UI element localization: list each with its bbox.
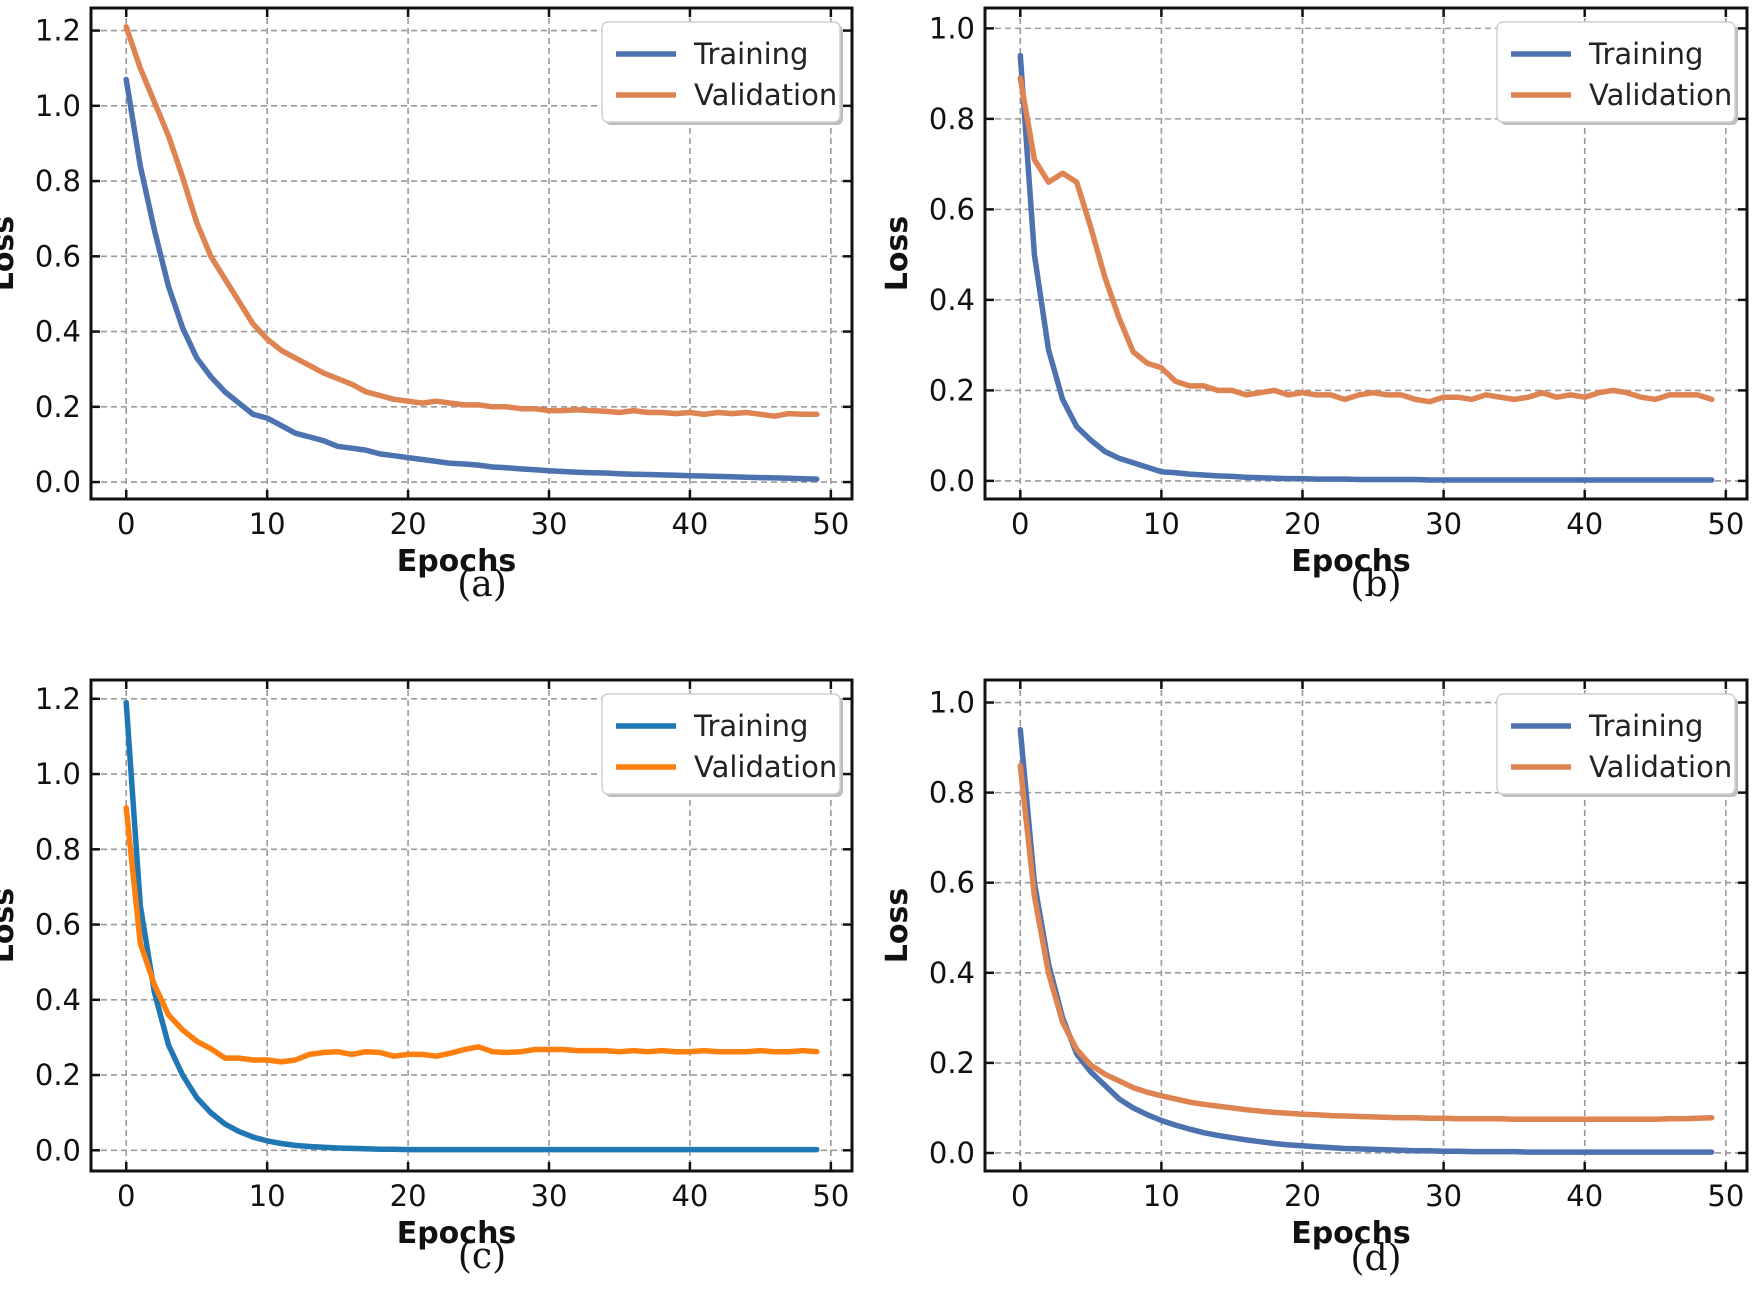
y-axis-label: Loss <box>0 216 21 291</box>
x-tick-label: 20 <box>390 1179 427 1213</box>
y-tick-label: 0.4 <box>35 983 81 1017</box>
x-tick-label: 30 <box>531 507 568 541</box>
x-axis-label: Epochs <box>397 1216 517 1251</box>
y-tick-label: 0.8 <box>35 164 81 198</box>
x-tick-label: 20 <box>1284 507 1321 541</box>
series-line-validation <box>1017 75 1715 405</box>
x-tick-label: 0 <box>1011 507 1029 541</box>
legend-label-validation: Validation <box>694 78 837 112</box>
panel-caption: (b) <box>1350 564 1402 605</box>
y-tick-label: 0.0 <box>929 464 975 498</box>
y-tick-label: 0.4 <box>929 956 975 990</box>
x-tick-label: 50 <box>812 1179 849 1213</box>
series-line-training <box>1017 52 1715 483</box>
x-tick-label: 50 <box>812 507 849 541</box>
x-tick-label: 40 <box>671 1179 708 1213</box>
legend-label-training: Training <box>1588 709 1703 743</box>
y-tick-label: 0.0 <box>35 465 81 499</box>
y-axis-label: Loss <box>880 216 915 291</box>
y-axis-label: Loss <box>880 888 915 963</box>
x-tick-label: 0 <box>117 507 135 541</box>
x-tick-label: 10 <box>1143 1179 1180 1213</box>
x-tick-label: 40 <box>1566 507 1603 541</box>
x-tick-label: 40 <box>671 507 708 541</box>
panel-caption: (c) <box>457 1236 507 1277</box>
legend-label-validation: Validation <box>1589 78 1732 112</box>
series-line-training <box>123 699 820 1153</box>
chart-panel-0: 0 10 20 30 40 50 0.0 0.2 0.4 0.6 0.8 1.0 1.2 Epochs Lo… <box>0 6 854 579</box>
x-tick-label: 20 <box>390 507 427 541</box>
y-tick-label: 1.0 <box>929 686 975 720</box>
y-tick-label: 0.6 <box>35 908 81 942</box>
x-tick-label: 0 <box>117 1179 135 1213</box>
x-tick-label: 30 <box>531 1179 568 1213</box>
y-tick-label: 1.0 <box>929 11 975 45</box>
legend-label-training: Training <box>693 709 808 743</box>
x-tick-label: 10 <box>249 507 286 541</box>
legend: Training Validation <box>601 693 843 797</box>
y-tick-label: 0.6 <box>35 239 81 273</box>
y-tick-label: 0.4 <box>929 283 975 317</box>
legend: Training Validation <box>1496 21 1738 125</box>
series-line-validation <box>123 805 820 1065</box>
x-tick-label: 40 <box>1566 1179 1603 1213</box>
y-tick-label: 1.0 <box>35 89 81 123</box>
plot-frame <box>89 6 854 501</box>
y-tick-label: 0.6 <box>929 866 975 900</box>
panel-caption: (d) <box>1350 1238 1402 1279</box>
legend-label-validation: Validation <box>1589 750 1732 784</box>
plot-frame <box>983 6 1749 501</box>
y-tick-label: 1.2 <box>35 14 81 48</box>
y-tick-label: 0.6 <box>929 192 975 226</box>
x-tick-label: 30 <box>1425 507 1462 541</box>
x-tick-label: 20 <box>1284 1179 1321 1213</box>
x-axis-label: Epochs <box>1291 1216 1411 1251</box>
legend: Training Validation <box>1496 693 1738 797</box>
x-tick-label: 50 <box>1707 1179 1744 1213</box>
y-axis-label: Loss <box>0 888 21 963</box>
y-tick-label: 1.0 <box>35 757 81 791</box>
plot-frame <box>983 678 1749 1173</box>
y-tick-label: 0.8 <box>929 776 975 810</box>
chart-panel-1: 0 10 20 30 40 50 0.0 0.2 0.4 0.6 0.8 1.0 Epochs Loss T… <box>880 6 1749 579</box>
y-tick-label: 0.2 <box>929 1046 975 1080</box>
series-line-validation <box>123 24 820 419</box>
y-tick-label: 0.0 <box>929 1136 975 1170</box>
panel-caption: (a) <box>457 564 507 605</box>
x-axis-label: Epochs <box>1291 544 1411 579</box>
y-tick-label: 0.0 <box>35 1133 81 1167</box>
y-tick-label: 0.8 <box>929 102 975 136</box>
series-line-validation <box>1017 762 1715 1122</box>
legend-label-training: Training <box>693 37 808 71</box>
chart-panel-3: 0 10 20 30 40 50 0.0 0.2 0.4 0.6 0.8 1.0 Epochs Loss T… <box>880 678 1749 1251</box>
x-tick-label: 50 <box>1707 507 1744 541</box>
y-tick-label: 0.2 <box>929 373 975 407</box>
x-tick-label: 0 <box>1011 1179 1029 1213</box>
series-line-training <box>1017 726 1715 1155</box>
y-tick-label: 0.2 <box>35 1058 81 1092</box>
x-tick-label: 10 <box>1143 507 1180 541</box>
legend-label-validation: Validation <box>694 750 837 784</box>
x-axis-label: Epochs <box>397 544 517 579</box>
x-tick-label: 10 <box>249 1179 286 1213</box>
y-tick-label: 0.4 <box>35 315 81 349</box>
x-tick-label: 30 <box>1425 1179 1462 1213</box>
y-tick-label: 0.2 <box>35 390 81 424</box>
y-tick-label: 0.8 <box>35 832 81 866</box>
y-tick-label: 1.2 <box>35 682 81 716</box>
series-line-training <box>123 76 820 482</box>
chart-panel-2: 0 10 20 30 40 50 0.0 0.2 0.4 0.6 0.8 1.0 1.2 Epochs Lo… <box>0 678 854 1251</box>
legend-label-training: Training <box>1588 37 1703 71</box>
legend: Training Validation <box>601 21 843 125</box>
